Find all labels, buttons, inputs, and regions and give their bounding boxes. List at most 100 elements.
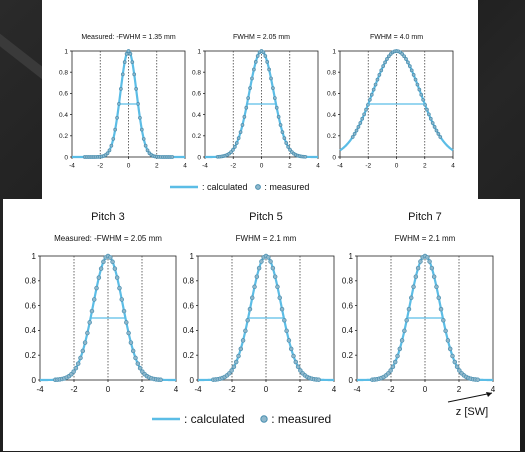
x-tick-label: 4 xyxy=(491,385,496,394)
measured-point xyxy=(255,54,260,58)
measured-point xyxy=(404,57,408,61)
measured-point xyxy=(406,60,410,65)
measured-point xyxy=(375,77,380,82)
measured-point xyxy=(429,265,435,271)
x-tick-label: 4 xyxy=(183,163,187,170)
measured-point xyxy=(436,132,441,136)
measured-point xyxy=(145,148,150,153)
measured-point xyxy=(265,59,270,64)
measured-point xyxy=(402,328,407,334)
measured-point xyxy=(419,92,424,97)
measured-point xyxy=(231,148,235,152)
x-tick-label: 0 xyxy=(127,163,131,170)
measured-point xyxy=(98,266,104,271)
x-tick-label: 0 xyxy=(264,385,269,394)
measured-point xyxy=(227,371,232,376)
measured-point xyxy=(107,148,112,153)
y-tick-label: 0.4 xyxy=(183,326,195,335)
legend-measured-swatch xyxy=(255,184,261,190)
measured-point xyxy=(231,364,237,370)
measured-point xyxy=(450,353,455,359)
measured-point xyxy=(282,136,287,140)
measured-point xyxy=(259,259,264,264)
measured-point xyxy=(417,87,422,92)
measured-point xyxy=(105,151,110,156)
measured-point xyxy=(399,338,405,343)
legend-calculated-label: : calculated xyxy=(184,412,245,426)
measured-point xyxy=(364,107,368,112)
measured-point xyxy=(82,340,88,345)
x-tick-label: 0 xyxy=(260,163,264,170)
measured-point xyxy=(139,127,144,132)
y-tick-label: 0.4 xyxy=(327,112,336,119)
measured-point xyxy=(298,368,303,373)
measured-point xyxy=(236,136,241,140)
axis-arrow-line xyxy=(447,392,493,403)
measured-point xyxy=(282,318,287,323)
chart-subtitle: FWHM = 2.1 mm xyxy=(236,234,297,243)
measured-point xyxy=(126,49,131,53)
legend-measured-label: : measured xyxy=(271,412,331,426)
x-tick-label: 0 xyxy=(395,163,399,170)
measured-point xyxy=(443,328,448,334)
measured-point xyxy=(270,265,276,271)
x-tick-label: 4 xyxy=(174,385,179,394)
measured-point xyxy=(138,115,142,120)
y-tick-label: 0.4 xyxy=(59,112,68,119)
x-tick-label: 2 xyxy=(155,163,159,170)
x-tick-label: -2 xyxy=(70,385,78,394)
measured-point xyxy=(362,112,366,117)
measured-point xyxy=(368,97,372,102)
measured-point xyxy=(133,355,138,361)
legend-calculated-label: : calculated xyxy=(202,182,248,192)
measured-point xyxy=(303,154,308,159)
x-axis-label: z [SW] xyxy=(456,406,488,418)
x-tick-label: -4 xyxy=(36,385,44,394)
measured-point xyxy=(291,353,296,359)
x-tick-label: 2 xyxy=(423,163,427,170)
measured-point xyxy=(436,295,442,301)
measured-point xyxy=(85,330,90,336)
measured-point xyxy=(233,145,237,149)
measured-point xyxy=(245,318,250,323)
measured-point xyxy=(286,145,290,149)
y-tick-label: 0.8 xyxy=(327,69,336,76)
measured-point xyxy=(233,359,239,365)
measured-point xyxy=(409,68,414,73)
chart-subtitle: FWHM = 2.1 mm xyxy=(395,234,456,243)
measured-point xyxy=(229,368,234,373)
chart-subtitle: FWHM = 2.05 mm xyxy=(233,34,290,41)
measured-point xyxy=(397,346,403,352)
measured-point xyxy=(457,368,462,373)
measured-point xyxy=(280,130,285,134)
measured-point xyxy=(101,259,106,265)
y-tick-label: 0.4 xyxy=(25,326,37,335)
top_legend: : calculated: measured xyxy=(170,182,309,192)
measured-point xyxy=(78,355,83,361)
measured-point xyxy=(441,318,446,323)
x-tick-label: -4 xyxy=(353,385,361,394)
x-tick-label: 2 xyxy=(140,385,145,394)
measured-point xyxy=(278,123,283,127)
measured-point xyxy=(256,265,262,271)
y-tick-label: 0.4 xyxy=(342,326,354,335)
x-tick-label: 4 xyxy=(316,163,320,170)
measured-point xyxy=(94,285,99,291)
measured-point xyxy=(360,116,365,121)
measured-point xyxy=(383,60,387,65)
measured-point xyxy=(247,306,253,312)
measured-point xyxy=(80,348,86,354)
measured-point xyxy=(430,121,435,125)
measured-point xyxy=(135,361,141,366)
measured-point xyxy=(438,306,444,312)
x-tick-label: -2 xyxy=(365,163,371,170)
bottom_legend: : calculated : measured xyxy=(152,412,331,426)
measured-point xyxy=(272,274,278,279)
y-tick-label: 1 xyxy=(349,252,354,261)
measured-point xyxy=(128,52,133,56)
measured-point xyxy=(381,64,386,69)
x-tick-label: 0 xyxy=(106,385,111,394)
measured-point xyxy=(143,143,148,148)
chart-subtitle: FWHM = 4.0 mm xyxy=(370,34,423,41)
measured-point xyxy=(272,96,277,100)
